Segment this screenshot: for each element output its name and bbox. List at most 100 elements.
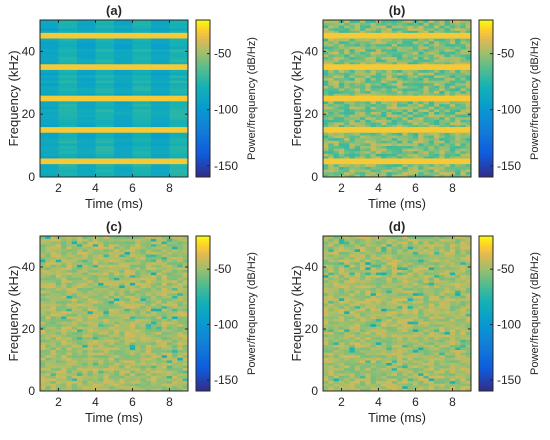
heatmap-cell <box>429 365 435 368</box>
heatmap-cell <box>45 326 51 329</box>
heatmap-cell <box>140 241 146 244</box>
heatmap-cell <box>56 347 62 350</box>
heatmap-cell <box>135 241 141 244</box>
heatmap-cell <box>455 316 461 319</box>
heatmap-cell <box>450 148 456 151</box>
heatmap-cell <box>402 146 408 149</box>
heatmap-cell <box>51 288 57 291</box>
heatmap-cell <box>434 138 440 141</box>
heatmap-cell <box>66 288 72 291</box>
heatmap-cell <box>450 381 456 384</box>
heatmap-cell <box>408 151 414 154</box>
heatmap-cell <box>125 352 131 355</box>
heatmap-cell <box>455 350 461 353</box>
heatmap-cell <box>82 347 88 350</box>
heatmap-cell <box>355 91 361 94</box>
heatmap-cell <box>51 298 57 301</box>
heatmap-cell <box>151 368 157 371</box>
heatmap-cell <box>423 316 429 319</box>
heatmap-cell <box>328 172 334 175</box>
heatmap-cell <box>167 275 173 278</box>
heatmap-cell <box>455 339 461 342</box>
heatmap-cell <box>45 285 51 288</box>
heatmap-cell <box>455 365 461 368</box>
heatmap-cell <box>146 275 152 278</box>
heatmap-cell <box>98 326 104 329</box>
heatmap-cell <box>96 51 115 54</box>
heatmap-cell <box>413 339 419 342</box>
heatmap-cell <box>408 355 414 358</box>
heatmap-cell <box>59 148 78 151</box>
heatmap-cell <box>376 363 382 366</box>
heatmap-cell <box>151 316 157 319</box>
heatmap-cell <box>376 337 382 340</box>
heatmap-cell <box>413 135 419 138</box>
heatmap-cell <box>423 339 429 342</box>
heatmap-cell <box>103 293 109 296</box>
heatmap-cell <box>386 28 392 31</box>
heatmap-cell <box>334 72 340 75</box>
heatmap-cell <box>146 272 152 275</box>
heatmap-cell <box>371 167 377 170</box>
heatmap-cell <box>130 311 136 314</box>
heatmap-cell <box>45 252 51 255</box>
heatmap-cell <box>423 38 429 41</box>
heatmap-cell <box>360 342 366 345</box>
heatmap-cell <box>51 267 57 270</box>
heatmap-cell <box>460 75 466 78</box>
heatmap-cell <box>156 345 162 348</box>
heatmap-cell <box>402 326 408 329</box>
heatmap-cell <box>371 352 377 355</box>
heatmap-cell <box>392 28 398 31</box>
heatmap-cell <box>328 373 334 376</box>
heatmap-cell <box>334 321 340 324</box>
heatmap-cell <box>402 101 408 104</box>
heatmap-cell <box>434 151 440 154</box>
heatmap-cell <box>98 370 104 373</box>
heatmap-cell <box>429 101 435 104</box>
heatmap-cell <box>376 117 382 120</box>
heatmap-cell <box>439 114 445 117</box>
heatmap-cell <box>418 146 424 149</box>
heatmap-cell <box>450 112 456 115</box>
heatmap-cell <box>119 334 125 337</box>
heatmap-cell <box>371 91 377 94</box>
heatmap-cell <box>439 70 445 73</box>
heatmap-cell <box>177 272 183 275</box>
heatmap-cell <box>98 293 104 296</box>
heatmap-cell <box>339 25 345 28</box>
heatmap-cell <box>339 321 345 324</box>
heatmap-cell <box>429 25 435 28</box>
heatmap-cell <box>119 365 125 368</box>
heatmap-cell <box>434 140 440 143</box>
heatmap-cell <box>455 135 461 138</box>
y-axis-label: Frequency (kHz) <box>6 265 21 361</box>
heatmap-cell <box>386 49 392 52</box>
heatmap-cell <box>40 146 59 149</box>
heatmap-cell <box>51 264 57 267</box>
heatmap-cell <box>135 378 141 381</box>
heatmap-cell <box>360 49 366 52</box>
heatmap-cell <box>397 376 403 379</box>
heatmap-cell <box>344 106 350 109</box>
heatmap-cell <box>140 339 146 342</box>
heatmap-cell <box>392 112 398 115</box>
heatmap-cell <box>339 83 345 86</box>
heatmap-cell <box>88 257 94 260</box>
heatmap-cell <box>125 365 131 368</box>
heatmap-cell <box>125 355 131 358</box>
heatmap-cell <box>125 321 131 324</box>
heatmap-cell <box>96 46 115 49</box>
heatmap-cell <box>40 298 46 301</box>
heatmap-cell <box>455 83 461 86</box>
heatmap-cell <box>334 119 340 122</box>
heatmap-cell <box>371 172 377 175</box>
heatmap-cell <box>162 277 168 280</box>
heatmap-cell <box>386 326 392 329</box>
heatmap-cell <box>130 363 136 366</box>
heatmap-cell <box>72 283 78 286</box>
heatmap-cell <box>72 316 78 319</box>
heatmap-cell <box>429 59 435 62</box>
heatmap-cell <box>98 252 104 255</box>
heatmap-cell <box>408 72 414 75</box>
